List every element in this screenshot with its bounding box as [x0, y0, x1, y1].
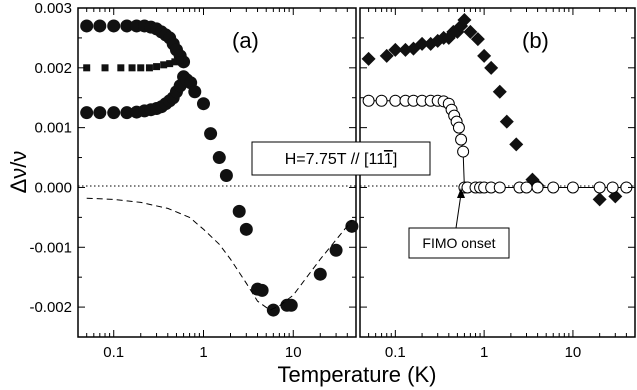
panel-b-data: [361, 12, 633, 207]
data-point: [255, 283, 269, 297]
data-point: [566, 181, 579, 194]
data-point: [361, 51, 376, 66]
x-tick-label: 1: [480, 344, 488, 361]
data-point: [520, 181, 533, 194]
data-point: [362, 94, 375, 107]
fimo-arrow-head: [457, 188, 465, 198]
data-point: [499, 114, 514, 129]
field-annotation-box: [251, 141, 431, 176]
data-point: [493, 181, 506, 194]
data-point: [83, 64, 91, 72]
data-point: [171, 58, 179, 66]
data-point: [477, 48, 492, 63]
data-point: [93, 106, 107, 120]
data-point: [145, 64, 153, 72]
data-point: [375, 94, 388, 107]
panel-a: 0.1 1 10 (a): [77, 7, 359, 361]
data-point: [388, 42, 403, 57]
y-axis-title: Δν/ν: [6, 151, 31, 194]
data-point: [188, 85, 202, 99]
data-point: [219, 168, 233, 182]
data-point: [80, 106, 94, 120]
fimo-annotation-text: FIMO onset: [422, 235, 495, 251]
fimo-annotation-box: [408, 227, 510, 259]
field-annotation-text: H=7.75T // [111]: [285, 151, 398, 168]
data-point: [593, 181, 606, 194]
panel-b-label: (b): [522, 28, 549, 53]
y-tick-label: -0.001: [29, 239, 72, 256]
data-point: [547, 181, 560, 194]
data-point: [117, 64, 125, 72]
data-point: [484, 60, 499, 75]
panel-b: 0.1 1 10 (b): [359, 7, 636, 361]
x-axis-title: Temperature (K): [278, 362, 437, 387]
y-tick-label: 0.003: [34, 0, 72, 17]
y-tick-label: 0.002: [34, 60, 72, 77]
y-tick-label: 0.000: [34, 179, 72, 196]
data-point: [492, 84, 507, 99]
data-point: [107, 19, 121, 33]
data-point: [101, 64, 109, 72]
data-point: [120, 19, 134, 33]
data-point: [93, 19, 107, 33]
x-tick-label: 0.1: [103, 344, 124, 361]
data-point: [176, 56, 184, 64]
data-point: [592, 192, 607, 207]
data-point: [470, 32, 485, 47]
panel-b-ticks: 0.1 1 10: [359, 7, 636, 361]
data-point: [120, 106, 134, 120]
data-point: [107, 106, 121, 120]
data-point: [284, 298, 298, 312]
fimo-annotation: FIMO onset: [408, 188, 510, 259]
data-point: [457, 12, 472, 27]
data-point: [204, 127, 218, 141]
data-point: [266, 303, 280, 317]
data-point: [160, 61, 168, 69]
data-point: [455, 133, 468, 146]
panel-a-data: [80, 19, 359, 317]
panel-a-label: (a): [232, 28, 259, 53]
data-point: [137, 64, 145, 72]
panel-a-ticks: 0.1 1 10: [77, 7, 357, 361]
data-point: [379, 48, 394, 63]
data-point: [212, 151, 226, 165]
y-tick-label: -0.002: [29, 299, 72, 316]
series-line: [86, 197, 353, 311]
data-point: [196, 97, 210, 111]
data-point: [166, 60, 174, 68]
data-point: [128, 64, 136, 72]
x-tick-label: 1: [199, 344, 207, 361]
data-point: [239, 222, 253, 236]
y-axis-labels: 0.003 0.002 0.001 0.000 -0.001 -0.002: [29, 0, 72, 316]
field-annotation: H=7.75T // [111]: [251, 141, 431, 176]
data-point: [457, 145, 470, 158]
x-tick-label: 0.1: [385, 344, 406, 361]
data-point: [80, 19, 94, 33]
fimo-arrow-line: [455, 193, 462, 229]
data-point: [153, 63, 161, 71]
data-point: [389, 94, 402, 107]
data-point: [345, 219, 359, 233]
x-tick-label: 10: [565, 344, 582, 361]
data-point: [452, 121, 465, 134]
data-point: [313, 267, 327, 281]
y-tick-label: 0.001: [34, 120, 72, 137]
x-tick-label: 10: [285, 344, 302, 361]
data-point: [329, 243, 343, 257]
data-point: [415, 36, 430, 51]
data-point: [232, 204, 246, 218]
data-point: [606, 181, 619, 194]
data-point: [531, 181, 544, 194]
data-point: [463, 24, 478, 39]
data-point: [509, 137, 524, 152]
